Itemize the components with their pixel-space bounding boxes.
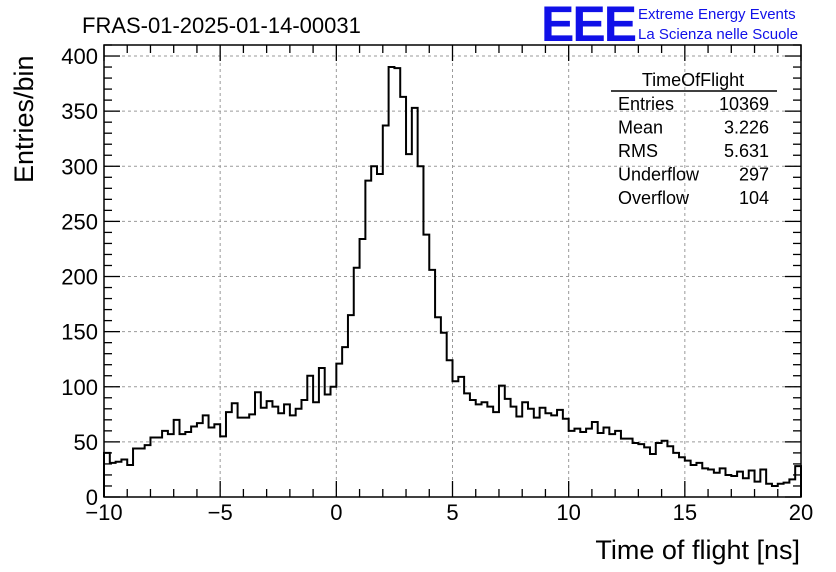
stats-row-value: 10369 [719,94,769,114]
x-axis-label: Time of flight [ns] [595,535,800,565]
y-tick-label: 0 [86,485,98,510]
y-tick-label: 200 [61,265,98,290]
y-tick-label: 250 [61,209,98,234]
stats-row-value: 104 [739,188,769,208]
chart-title: FRAS-01-2025-01-14-00031 [82,13,361,38]
y-tick-label: 100 [61,375,98,400]
x-tick-label: 5 [446,500,458,525]
stats-row-label: Underflow [618,165,700,185]
stats-row-value: 297 [739,165,769,185]
stats-row-value: 5.631 [724,141,769,161]
x-tick-label: −5 [208,500,233,525]
stats-row-label: Entries [618,94,674,114]
y-tick-label: 350 [61,99,98,124]
stats-row-label: RMS [618,141,658,161]
x-tick-label: 20 [789,500,813,525]
x-tick-label: 10 [556,500,580,525]
stats-row-label: Overflow [618,188,690,208]
stats-row-value: 3.226 [724,118,769,138]
x-tick-label: 0 [330,500,342,525]
x-tick-label: 15 [673,500,697,525]
y-tick-label: 150 [61,320,98,345]
x-tick-label: −10 [85,500,122,525]
stats-row-label: Mean [618,118,663,138]
y-tick-label: 300 [61,154,98,179]
stats-box: TimeOfFlight Entries 10369 Mean 3.226 RMS 5.6… [611,70,777,208]
histogram-outline [103,66,802,497]
grid-lines [104,45,801,497]
logo-line-2: La Scienza nelle Scuole [638,26,798,43]
stats-title: TimeOfFlight [642,70,744,90]
y-tick-label: 400 [61,44,98,69]
logo-mark: EEE [541,0,636,52]
y-axis-label: Entries/bin [9,55,39,183]
logo-line-1: Extreme Energy Events [638,6,796,23]
eee-logo: EEE Extreme Energy Events La Scienza nel… [541,0,798,52]
y-tick-label: 50 [74,430,98,455]
